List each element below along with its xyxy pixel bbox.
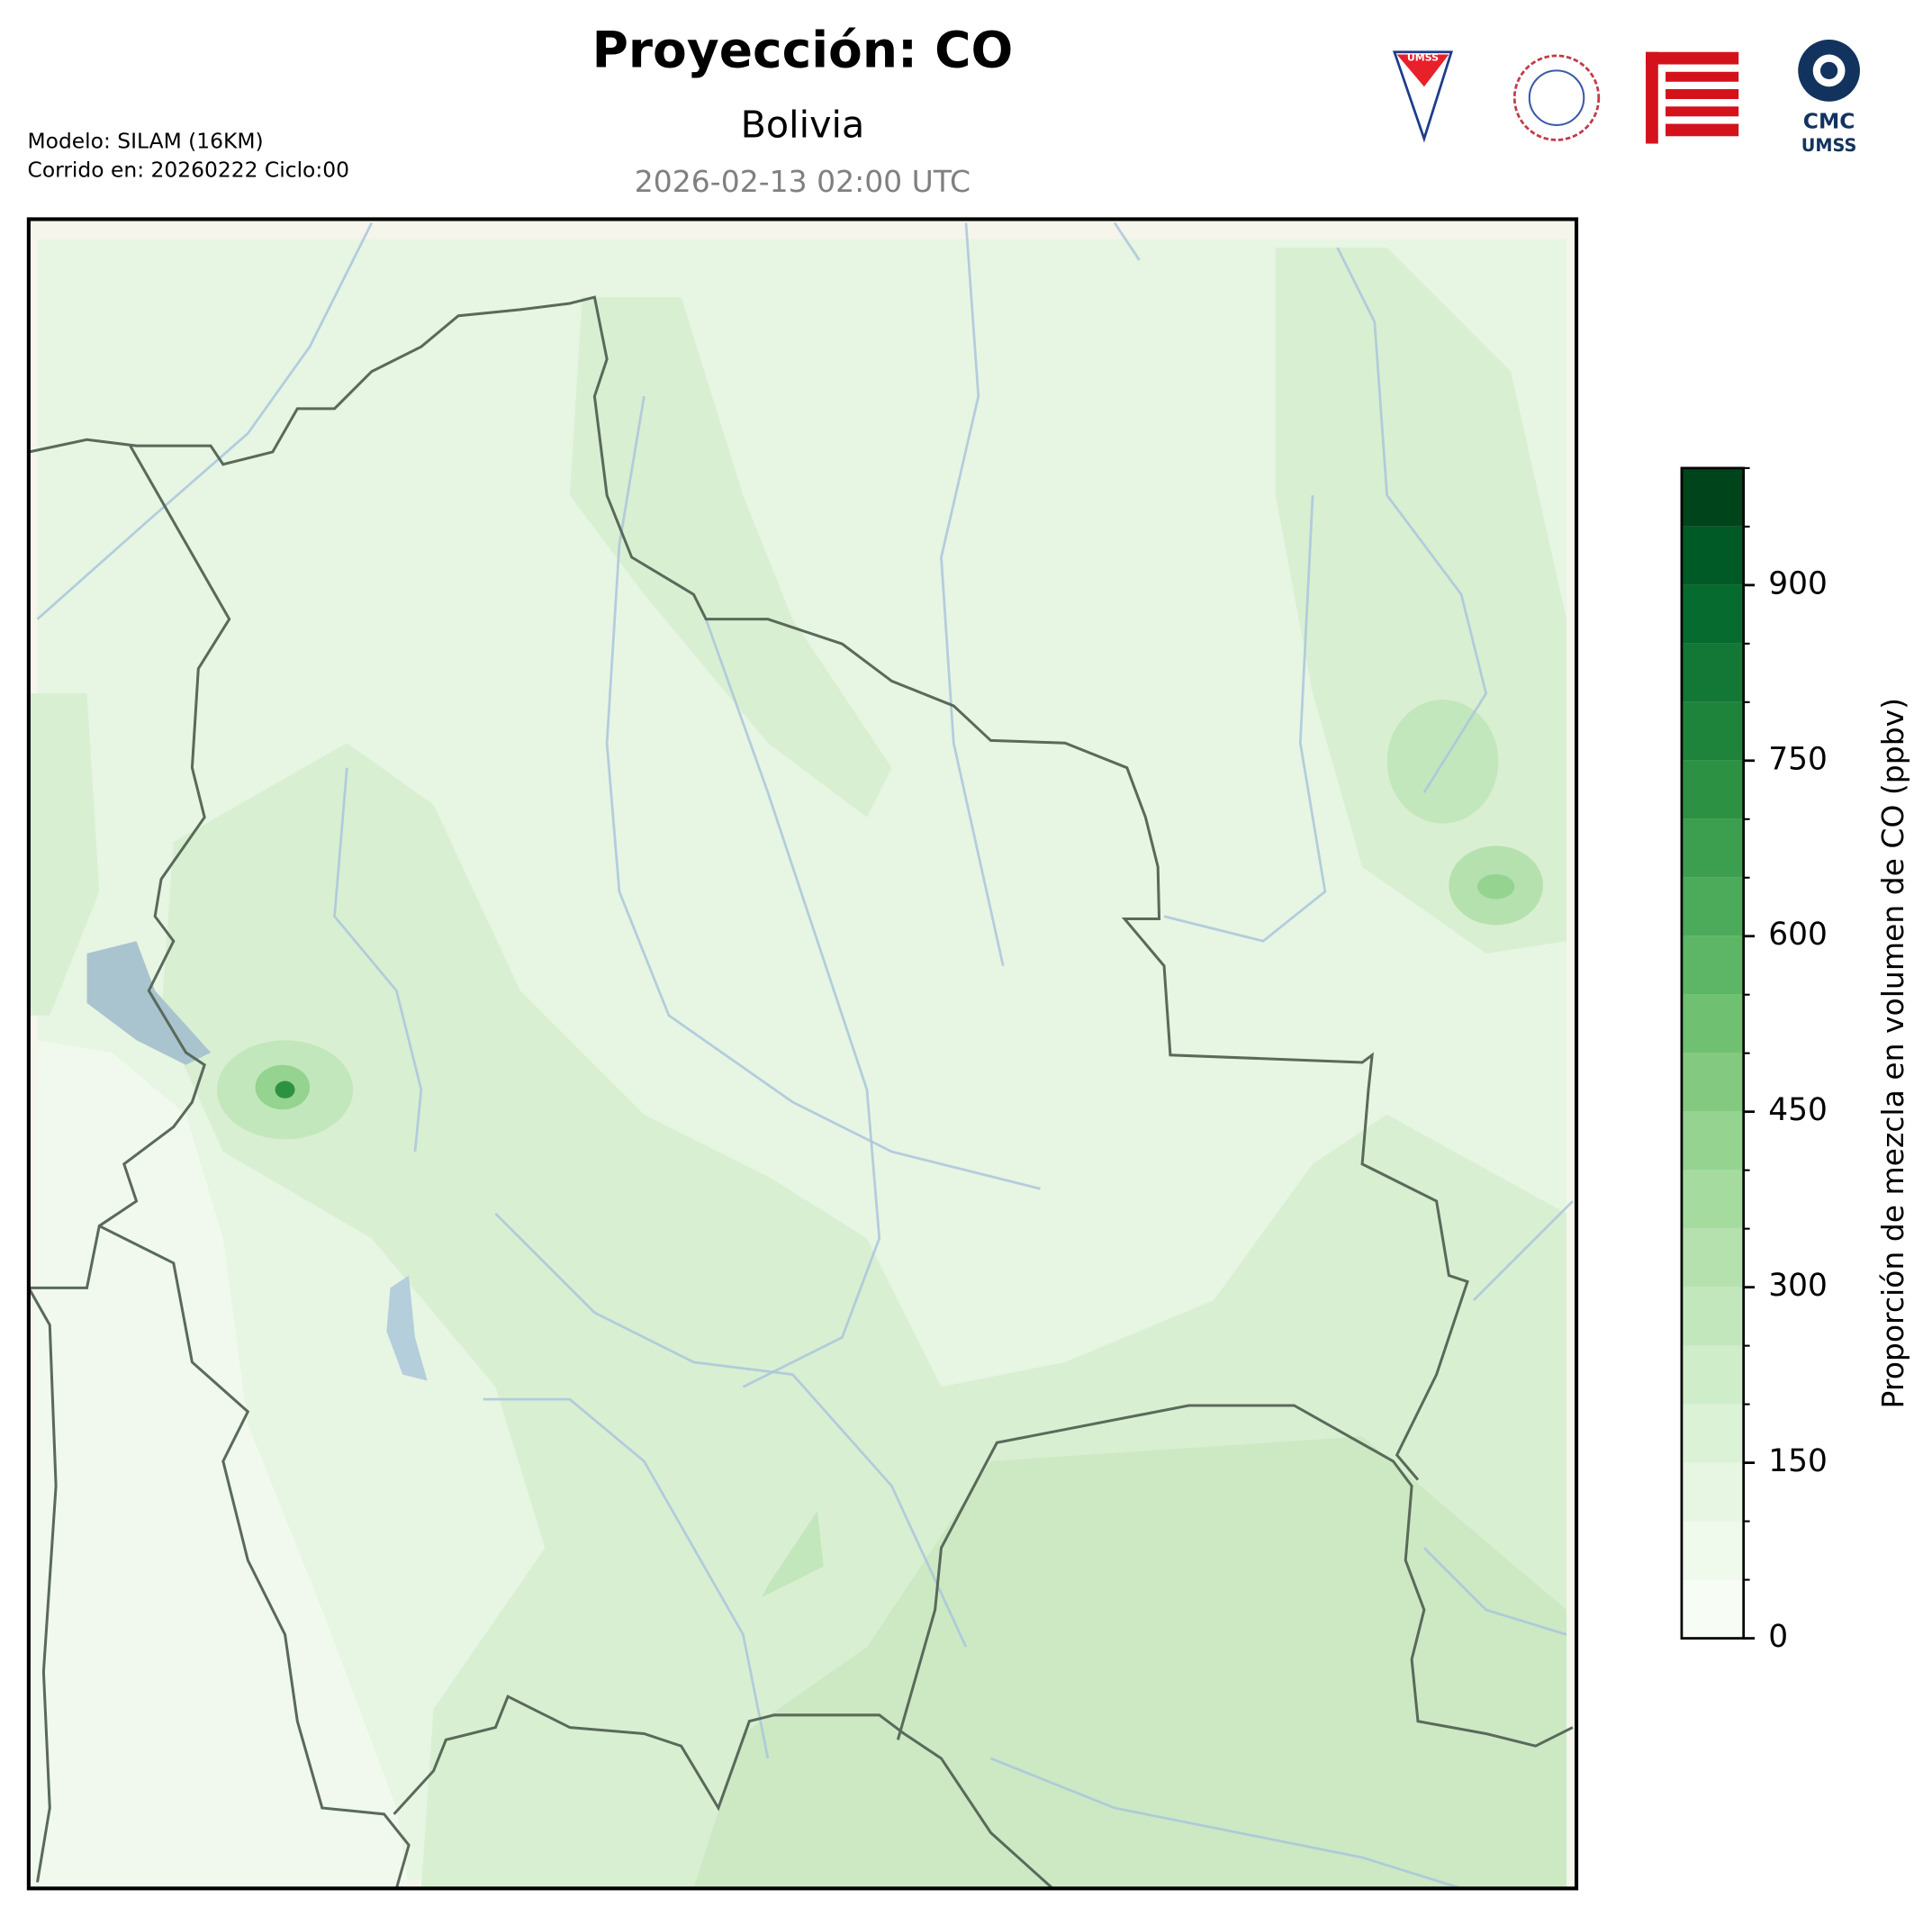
colorbar-band xyxy=(1681,994,1744,1053)
colorbar-band xyxy=(1681,526,1744,585)
colorbar-tick-label: 300 xyxy=(1768,1268,1828,1304)
title: Proyección: CO xyxy=(592,21,1014,78)
colorbar-band xyxy=(1681,1170,1744,1229)
colorbar-band xyxy=(1681,1228,1744,1288)
colorbar-frame xyxy=(1680,466,1746,1640)
colorbar-band xyxy=(1681,1345,1744,1405)
logo-cmc: CMC UMSS xyxy=(1798,40,1860,156)
field xyxy=(28,1040,410,1889)
timestamp: 2026-02-13 02:00 UTC xyxy=(635,164,971,199)
colorbar-band xyxy=(1681,1579,1744,1639)
field xyxy=(693,1436,1567,1889)
subtitle: Bolivia xyxy=(741,104,865,147)
lake xyxy=(386,1275,428,1381)
colorbar-band xyxy=(1681,701,1744,761)
lake xyxy=(86,941,212,1065)
field xyxy=(1477,873,1515,899)
colorbar-band xyxy=(1681,643,1744,702)
model-info: Modelo: SILAM (16KM) xyxy=(28,129,264,154)
field xyxy=(762,1510,824,1598)
logo-umss: UMSS xyxy=(1392,50,1454,143)
map xyxy=(26,217,1579,1891)
colorbar-band xyxy=(1681,1404,1744,1463)
colorbar-band xyxy=(1681,1111,1744,1170)
colorbar-band xyxy=(1681,584,1744,644)
colorbar-band xyxy=(1681,1462,1744,1522)
colorbar-band xyxy=(1681,877,1744,936)
colorbar-band xyxy=(1681,760,1744,819)
colorbar-tick-label: 900 xyxy=(1768,565,1828,601)
logo-text: UMSS xyxy=(1801,135,1857,156)
colorbar-band xyxy=(1681,1521,1744,1580)
field xyxy=(569,297,892,818)
colorbar-band xyxy=(1681,935,1744,995)
logo-text: CMC xyxy=(1803,109,1855,134)
colorbar-tick-label: 0 xyxy=(1768,1619,1788,1655)
colorbar-band xyxy=(1681,1053,1744,1112)
run-info: Corrido en: 20260222 Ciclo:00 xyxy=(28,157,350,182)
borders xyxy=(28,295,1574,1889)
logo-red xyxy=(1646,51,1739,144)
map-frame xyxy=(26,217,1579,1891)
colorbar-tick-label: 150 xyxy=(1768,1443,1828,1479)
colorbar-tick-label: 750 xyxy=(1768,741,1828,777)
colorbar-tick-label: 450 xyxy=(1768,1092,1828,1128)
colorbar-band xyxy=(1681,818,1744,878)
colorbar-band xyxy=(1681,467,1744,527)
rivers xyxy=(36,221,1574,1889)
field xyxy=(275,1080,295,1098)
logo-text: UMSS xyxy=(1407,52,1439,64)
logo-fisica xyxy=(1512,54,1601,141)
colorbar-label: Proporción de mezcla en volumen de CO (p… xyxy=(1875,698,1910,1409)
colorbar-band xyxy=(1681,1287,1744,1346)
colorbar-tick-label: 600 xyxy=(1768,917,1828,953)
field xyxy=(28,693,100,1016)
